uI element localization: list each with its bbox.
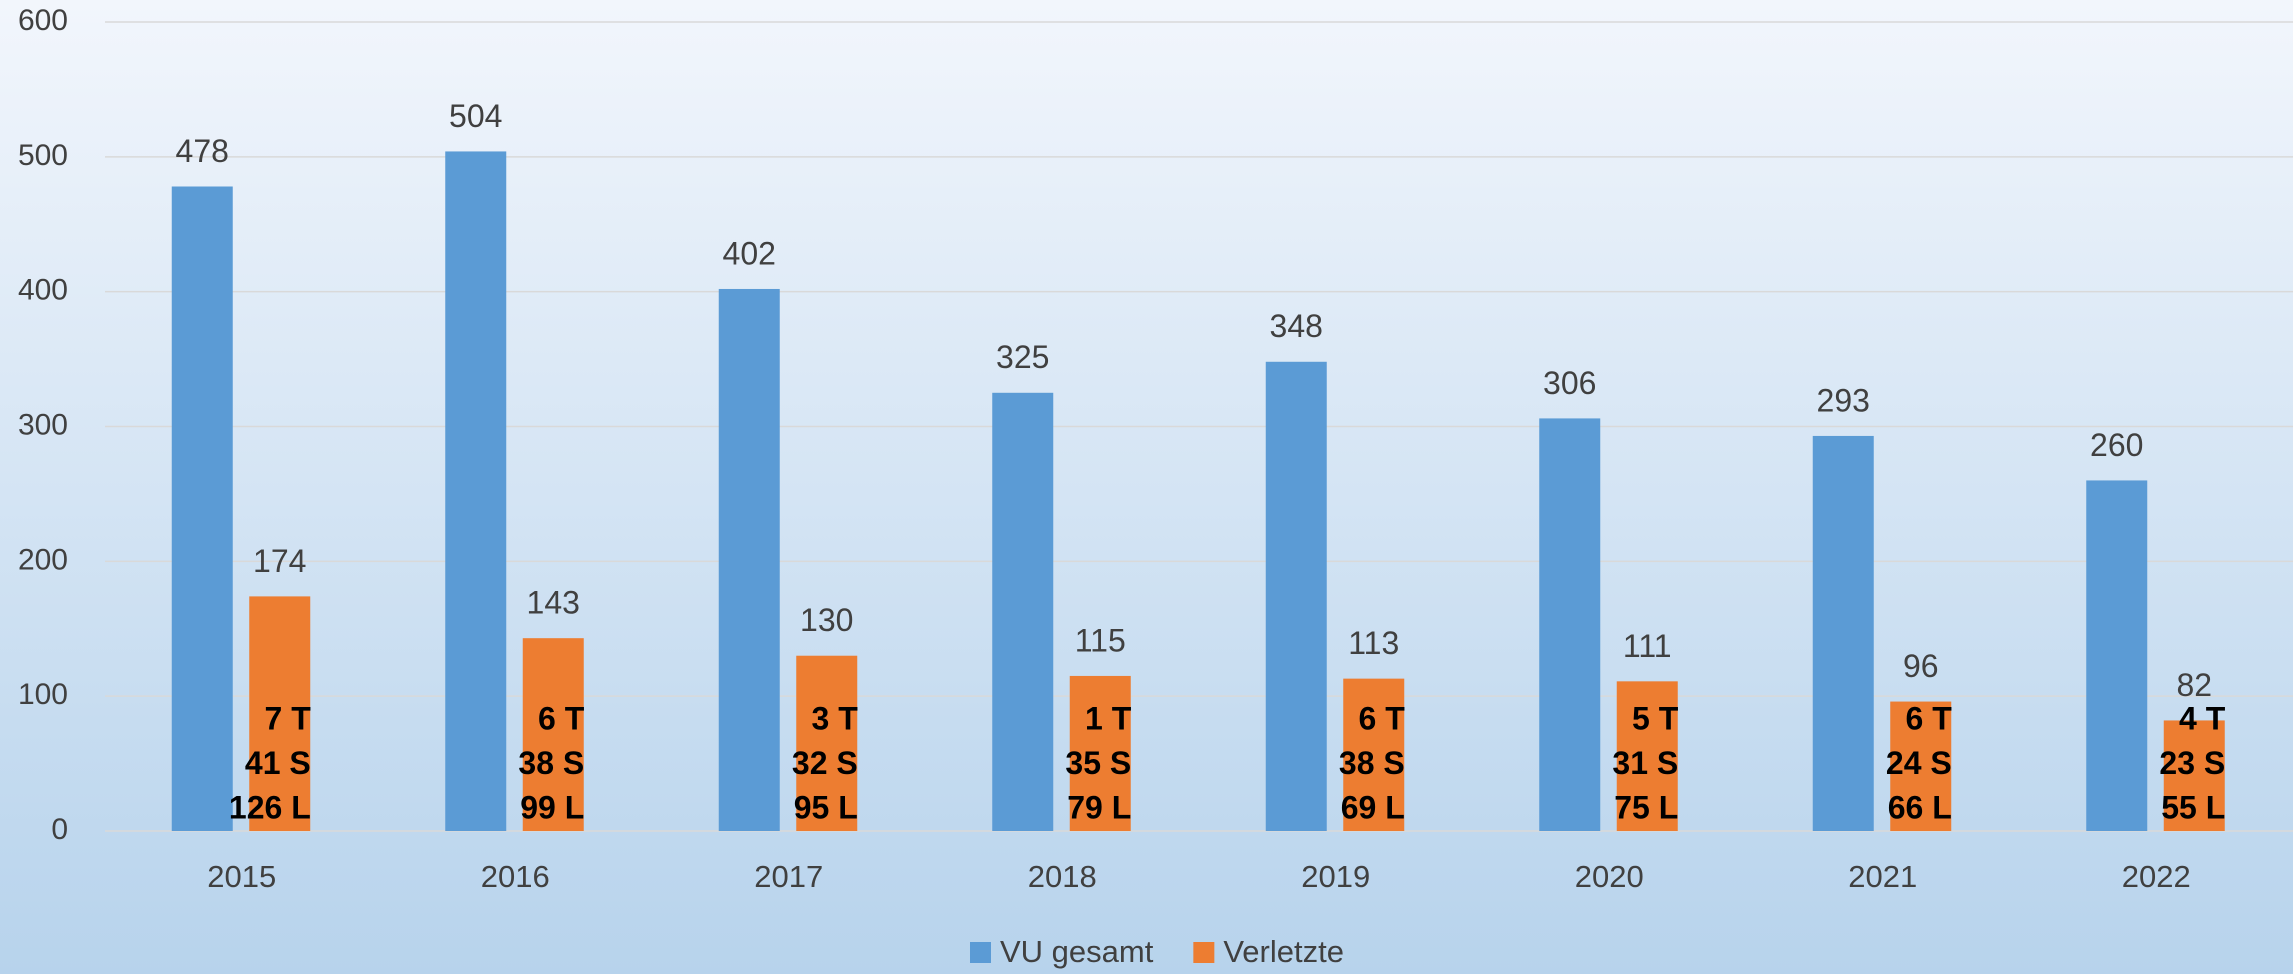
bar-annotation: 69 L <box>1341 789 1405 825</box>
x-tick-label: 2016 <box>481 859 550 894</box>
bar <box>992 392 1054 831</box>
y-tick-label: 300 <box>18 408 68 441</box>
value-label: 115 <box>1075 622 1126 658</box>
x-tick-label: 2019 <box>1301 859 1370 894</box>
bar-annotation: 38 S <box>518 745 584 781</box>
y-tick-label: 100 <box>18 678 68 711</box>
bar-annotation: 79 L <box>1067 789 1131 825</box>
value-label: 478 <box>176 133 229 169</box>
bar-annotation: 66 L <box>1888 789 1952 825</box>
legend-label: VU gesamt <box>1000 934 1154 969</box>
bar <box>1343 678 1405 831</box>
y-tick-label: 500 <box>18 139 68 172</box>
legend-label: Verletzte <box>1223 934 1344 969</box>
bar-annotation: 55 L <box>2161 789 2225 825</box>
bar <box>796 655 858 831</box>
legend-swatch <box>970 942 991 963</box>
bar-annotation: 41 S <box>245 745 311 781</box>
bar-annotation: 7 T <box>265 700 312 736</box>
value-label: 504 <box>449 98 502 134</box>
bar-annotation: 75 L <box>1614 789 1678 825</box>
value-label: 293 <box>1817 382 1870 418</box>
bar <box>1069 675 1131 831</box>
value-label: 111 <box>1623 628 1672 664</box>
bar-annotation: 23 S <box>2159 745 2225 781</box>
bar-annotation: 1 T <box>1085 700 1132 736</box>
bar-annotation: 31 S <box>1612 745 1678 781</box>
value-label: 348 <box>1270 308 1323 344</box>
y-tick-label: 200 <box>18 543 68 576</box>
bar <box>1812 435 1874 831</box>
value-label: 143 <box>527 585 580 621</box>
bar-annotation: 6 T <box>1359 700 1406 736</box>
bar-annotation: 4 T <box>2179 700 2226 736</box>
bar <box>1539 418 1601 831</box>
bar <box>2163 720 2225 831</box>
value-label: 82 <box>2176 667 2212 703</box>
y-tick-label: 0 <box>51 813 68 846</box>
bar-annotation: 38 S <box>1339 745 1405 781</box>
x-tick-label: 2018 <box>1028 859 1097 894</box>
value-label: 130 <box>800 602 853 638</box>
bar-annotation: 32 S <box>792 745 858 781</box>
bar <box>2086 480 2148 831</box>
bar <box>1890 701 1952 831</box>
value-label: 402 <box>723 235 776 271</box>
value-label: 113 <box>1348 625 1399 661</box>
y-tick-label: 600 <box>18 4 68 37</box>
bar-annotation: 24 S <box>1886 745 1952 781</box>
value-label: 174 <box>253 543 306 579</box>
bar <box>718 288 780 832</box>
bar-annotation: 6 T <box>1906 700 1953 736</box>
bar-annotation: 6 T <box>538 700 585 736</box>
x-tick-label: 2017 <box>754 859 823 894</box>
bar <box>445 151 507 831</box>
bar <box>522 638 584 831</box>
x-tick-label: 2015 <box>207 859 276 894</box>
value-label: 96 <box>1903 648 1939 684</box>
x-tick-label: 2020 <box>1575 859 1644 894</box>
bar <box>1616 681 1678 831</box>
bar-annotation: 35 S <box>1065 745 1131 781</box>
bar-annotation: 99 L <box>520 789 584 825</box>
bar-annotation: 126 L <box>229 789 311 825</box>
bar-annotation: 95 L <box>794 789 858 825</box>
value-label: 306 <box>1543 365 1596 401</box>
legend-swatch <box>1193 942 1215 963</box>
bar-annotation: 3 T <box>812 700 859 736</box>
x-tick-label: 2022 <box>2122 859 2191 894</box>
bar <box>171 186 233 831</box>
bar <box>249 596 311 831</box>
x-tick-label: 2021 <box>1848 859 1917 894</box>
value-label: 260 <box>2090 427 2143 463</box>
bar <box>1265 361 1327 831</box>
y-tick-label: 400 <box>18 274 68 307</box>
bar-annotation: 5 T <box>1632 700 1679 736</box>
value-label: 325 <box>996 339 1049 375</box>
